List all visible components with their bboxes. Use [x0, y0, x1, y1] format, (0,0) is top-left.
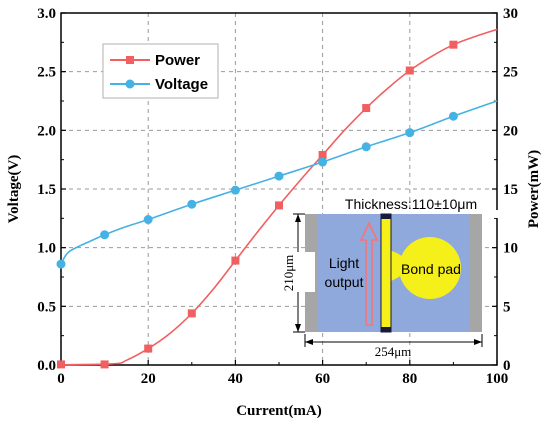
- x-tick-label: 80: [402, 371, 417, 387]
- y-left-tick-label: 1.5: [37, 182, 56, 198]
- y-axis-left-title: Voltage(V): [6, 155, 22, 224]
- data-point-power: [405, 66, 414, 75]
- data-point-voltage: [318, 157, 328, 167]
- width-label: 254μm: [375, 344, 412, 359]
- data-point-voltage: [100, 230, 110, 240]
- x-tick-label: 60: [315, 371, 330, 387]
- y-right-tick-label: 20: [503, 123, 518, 139]
- x-tick-label: 100: [486, 371, 509, 387]
- y-axis-right-title: Power(mW): [526, 150, 542, 228]
- y-right-tick-label: 0: [503, 358, 511, 374]
- y-left-tick-label: 0.5: [37, 299, 56, 315]
- height-dim-arrow-top: [295, 214, 301, 222]
- data-point-power: [318, 150, 327, 159]
- strip-top-cap: [381, 214, 391, 219]
- y-right-tick-label: 30: [503, 6, 518, 22]
- y-left-tick-label: 2.5: [37, 65, 56, 81]
- data-point-power: [100, 360, 109, 369]
- y-left-tick-label: 3.0: [37, 6, 56, 22]
- data-point-voltage: [143, 215, 153, 225]
- data-point-voltage: [361, 142, 371, 152]
- height-label: 210μm: [281, 255, 296, 292]
- x-tick-label: 40: [228, 371, 243, 387]
- legend: Power Voltage: [102, 43, 219, 99]
- thickness-label: Thickness:110±10μm: [345, 196, 477, 212]
- chip-right-edge: [470, 214, 482, 332]
- bond-pad-label: Bond pad: [401, 261, 461, 277]
- light-output-arrow: [359, 221, 379, 326]
- chip-inset-diagram: Thickness:110±10μm Bond pad Light output…: [281, 196, 499, 359]
- legend-marker-power: [126, 56, 134, 64]
- data-point-power: [362, 104, 371, 113]
- data-point-voltage: [274, 171, 284, 181]
- legend-label-voltage: Voltage: [155, 76, 208, 93]
- y-left-tick-label: 2.0: [37, 123, 56, 139]
- series-layer: [56, 28, 498, 369]
- bond-pad: [399, 237, 461, 299]
- legend-marker-voltage: [125, 79, 135, 89]
- y-right-tick-label: 10: [503, 241, 518, 257]
- legend-box: [102, 43, 219, 99]
- legend-label-power: Power: [155, 52, 200, 69]
- light-label-line1: Light: [329, 255, 359, 271]
- series-line-voltage: [60, 100, 498, 265]
- y-right-tick-label: 5: [503, 299, 511, 315]
- data-point-voltage: [56, 259, 66, 269]
- data-point-power: [187, 309, 196, 318]
- height-label-bg: [281, 252, 315, 292]
- x-tick-label: 20: [141, 371, 156, 387]
- strip-bottom-cap: [381, 327, 391, 332]
- y-right-tick-label: 25: [503, 65, 518, 81]
- data-point-voltage: [405, 128, 415, 138]
- data-point-voltage: [230, 185, 240, 195]
- data-point-power: [449, 40, 458, 49]
- y-left-tick-label: 0.0: [37, 358, 56, 374]
- x-axis-title: Current(mA): [236, 403, 322, 419]
- width-dim-arrow-left: [305, 339, 313, 345]
- axis-ticks: 0 20 40 60 80 100 0.0 0.5 1.0 1.5 2.0 2.5 3.0 0 5 10 15 2…: [37, 6, 518, 387]
- y-right-tick-label: 15: [503, 182, 518, 198]
- light-label-line2: output: [325, 274, 364, 290]
- data-point-voltage: [187, 199, 197, 209]
- data-point-power: [275, 201, 283, 210]
- data-point-voltage: [448, 111, 458, 121]
- emitter-strip: [380, 213, 392, 333]
- width-dim-arrow-right: [474, 339, 482, 345]
- data-point-power: [57, 360, 65, 369]
- y-left-tick-label: 1.0: [37, 241, 56, 257]
- data-point-power: [231, 256, 240, 265]
- x-tick-label: 0: [57, 371, 65, 387]
- height-dim-arrow-bottom: [295, 324, 301, 332]
- data-point-power: [144, 344, 153, 353]
